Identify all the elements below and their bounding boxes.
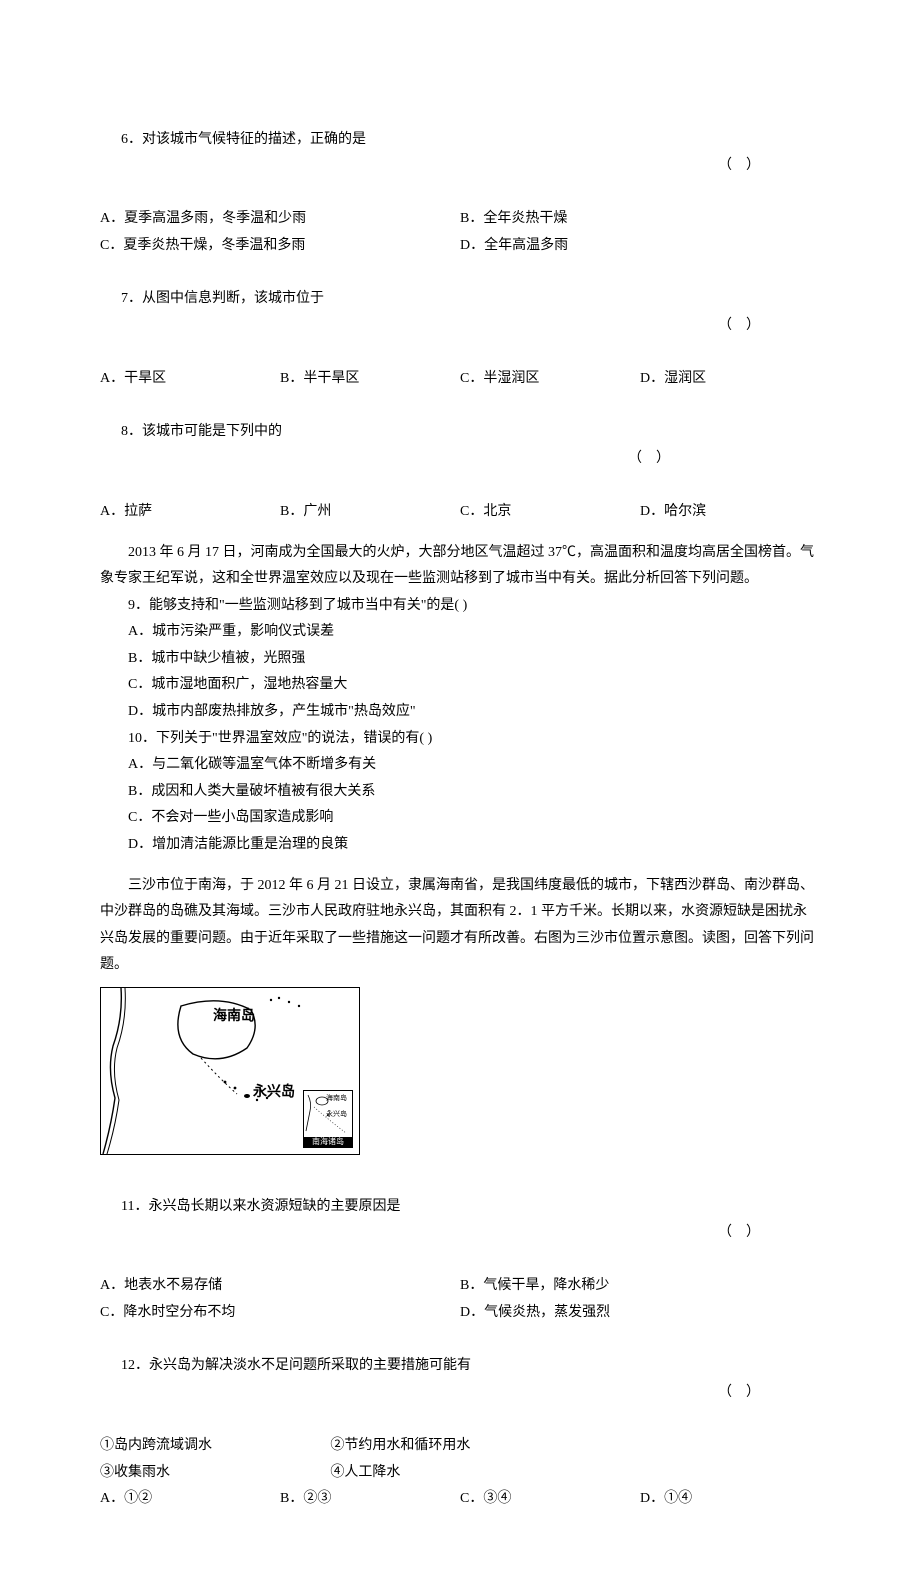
q8-stem: 8．该城市可能是下列中的: [121, 424, 282, 439]
q8-stem-line: 8．该城市可能是下列中的 （ ）: [100, 393, 820, 499]
q12-opt-c: C．③④: [460, 1486, 640, 1513]
map-label-hainan: 海南岛: [213, 1004, 255, 1031]
inset-bar: 南海诸岛: [304, 1137, 352, 1147]
q9-opt-d: D．城市内部废热排放多，产生城市"热岛效应": [100, 699, 820, 726]
q12-item-3: ③收集雨水: [100, 1460, 330, 1487]
q7-opts-row: A．干旱区 B．半干旱区 C．半湿润区 D．湿润区: [100, 366, 820, 393]
passage-3-block: 三沙市位于南海，于 2012 年 6 月 21 日设立，隶属海南省，是我国纬度最…: [100, 873, 820, 1513]
q12-stem-line: 12．永兴岛为解决淡水不足问题所采取的主要措施可能有 （ ）: [100, 1327, 820, 1433]
q8-opt-c: C．北京: [460, 499, 640, 526]
q7-stem-line: 7．从图中信息判断，该城市位于 （ ）: [100, 260, 820, 366]
q10-opt-a: A．与二氧化碳等温室气体不断增多有关: [100, 752, 820, 779]
q12-stem: 12．永兴岛为解决淡水不足问题所采取的主要措施可能有: [121, 1358, 471, 1373]
q11-opt-d: D．气候炎热，蒸发强烈: [460, 1300, 820, 1327]
q12-items-row2: ③收集雨水 ④人工降水: [100, 1460, 820, 1487]
q7-opt-b: B．半干旱区: [280, 366, 460, 393]
map-figure: 海南岛 永兴岛 海南岛 永兴岛 南海诸岛: [100, 987, 360, 1155]
q9-opt-b: B．城市中缺少植被，光照强: [100, 646, 820, 673]
q11-opt-b: B．气候干旱，降水稀少: [460, 1273, 820, 1300]
q6-opt-d: D．全年高温多雨: [460, 233, 820, 260]
inset-label-yongxing: 永兴岛: [326, 1111, 347, 1119]
q11-opts-row1: A．地表水不易存储 B．气候干旱，降水稀少: [100, 1273, 820, 1300]
inset-label-hainan: 海南岛: [326, 1095, 347, 1103]
q12-items-row1: ①岛内跨流域调水 ②节约用水和循环用水: [100, 1433, 820, 1460]
q7-opt-d: D．湿润区: [640, 366, 820, 393]
q10-stem: 10．下列关于"世界温室效应"的说法，错误的有( ): [100, 726, 820, 753]
q10-opt-c: C．不会对一些小岛国家造成影响: [100, 805, 820, 832]
q12-opt-a: A．①②: [100, 1486, 280, 1513]
q10-opt-b: B．成因和人类大量破坏植被有很大关系: [100, 779, 820, 806]
map-inset: 海南岛 永兴岛 南海诸岛: [303, 1090, 353, 1148]
q8-paren: （ ）: [628, 446, 670, 473]
q12-paren: （ ）: [718, 1380, 760, 1407]
q6-opt-b: B．全年炎热干燥: [460, 206, 820, 233]
q11-opt-a: A．地表水不易存储: [100, 1273, 460, 1300]
q12-opt-b: B．②③: [280, 1486, 460, 1513]
passage-3: 三沙市位于南海，于 2012 年 6 月 21 日设立，隶属海南省，是我国纬度最…: [100, 873, 820, 979]
q12-opt-d: D．①④: [640, 1486, 820, 1513]
question-6: 6．对该城市气候特征的描述，正确的是 （ ） A．夏季高温多雨，冬季温和少雨 B…: [100, 100, 820, 526]
q6-stem-line: 6．对该城市气候特征的描述，正确的是 （ ）: [100, 100, 820, 206]
q11-stem: 11．永兴岛长期以来水资源短缺的主要原因是: [121, 1199, 400, 1214]
q8-opts-row: A．拉萨 B．广州 C．北京 D．哈尔滨: [100, 499, 820, 526]
q6-opt-c: C．夏季炎热干燥，冬季温和多雨: [100, 233, 460, 260]
q6-opts-row1: A．夏季高温多雨，冬季温和少雨 B．全年炎热干燥: [100, 206, 820, 233]
q11-paren: （ ）: [718, 1220, 760, 1247]
q12-item-2: ②节约用水和循环用水: [330, 1433, 690, 1460]
q6-opt-a: A．夏季高温多雨，冬季温和少雨: [100, 206, 460, 233]
q7-paren: （ ）: [718, 313, 760, 340]
q10-opt-d: D．增加清洁能源比重是治理的良策: [100, 832, 820, 859]
q11-stem-line: 11．永兴岛长期以来水资源短缺的主要原因是 （ ）: [100, 1167, 820, 1273]
q6-paren: （ ）: [718, 153, 760, 180]
map-label-yongxing: 永兴岛: [253, 1080, 295, 1107]
q8-opt-d: D．哈尔滨: [640, 499, 820, 526]
q6-stem: 6．对该城市气候特征的描述，正确的是: [121, 132, 366, 147]
q11-opt-c: C．降水时空分布不均: [100, 1300, 460, 1327]
q12-item-1: ①岛内跨流域调水: [100, 1433, 330, 1460]
q7-opt-c: C．半湿润区: [460, 366, 640, 393]
q6-opts-row2: C．夏季炎热干燥，冬季温和多雨 D．全年高温多雨: [100, 233, 820, 260]
q8-opt-b: B．广州: [280, 499, 460, 526]
q8-opt-a: A．拉萨: [100, 499, 280, 526]
q9-opt-c: C．城市湿地面积广，湿地热容量大: [100, 672, 820, 699]
q12-item-4: ④人工降水: [330, 1460, 690, 1487]
q7-stem: 7．从图中信息判断，该城市位于: [121, 291, 324, 306]
q9-stem: 9．能够支持和"一些监测站移到了城市当中有关"的是( ): [100, 593, 820, 620]
q12-opts-row: A．①② B．②③ C．③④ D．①④: [100, 1486, 820, 1513]
q11-opts-row2: C．降水时空分布不均 D．气候炎热，蒸发强烈: [100, 1300, 820, 1327]
passage-2-block: 2013 年 6 月 17 日，河南成为全国最大的火炉，大部分地区气温超过 37…: [100, 540, 820, 859]
q7-opt-a: A．干旱区: [100, 366, 280, 393]
q9-opt-a: A．城市污染严重，影响仪式误差: [100, 619, 820, 646]
passage-2: 2013 年 6 月 17 日，河南成为全国最大的火炉，大部分地区气温超过 37…: [100, 540, 820, 593]
page: 6．对该城市气候特征的描述，正确的是 （ ） A．夏季高温多雨，冬季温和少雨 B…: [0, 0, 920, 1587]
